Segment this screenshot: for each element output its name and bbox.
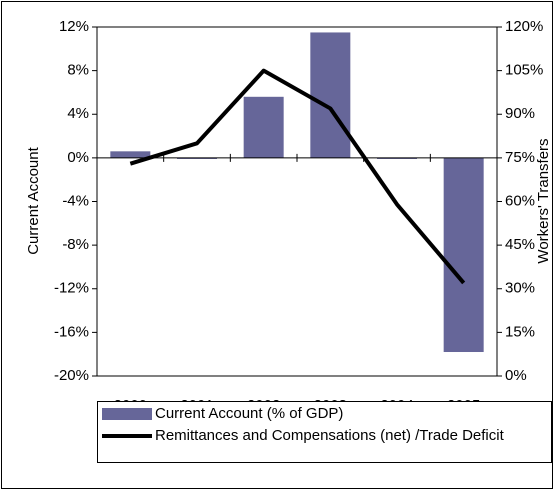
- bar: [243, 96, 284, 158]
- bar: [377, 157, 417, 159]
- y2-tick-label: 30%: [505, 280, 535, 297]
- y2-tick-label: 15%: [505, 323, 535, 340]
- y-tick-label: -16%: [54, 323, 89, 340]
- line: [129, 68, 466, 285]
- bar: [443, 157, 484, 353]
- y-tick-label: -8%: [62, 236, 89, 253]
- legend-swatch: [102, 408, 152, 420]
- y2-tick-label: 105%: [505, 62, 543, 79]
- y2-tick-label: 60%: [505, 192, 535, 209]
- bar: [110, 151, 151, 158]
- y2-tick-label: 90%: [505, 105, 535, 122]
- legend-label: Remittances and Compensations (net) /Tra…: [155, 427, 505, 444]
- y2-tick-label: 75%: [505, 149, 535, 166]
- y2-tick-label: 45%: [505, 236, 535, 253]
- y-axis-label: Current Account: [25, 146, 42, 254]
- bar: [177, 157, 217, 159]
- y2-axis-label: Workers' Transfers: [535, 138, 552, 263]
- legend-box: [97, 401, 552, 463]
- y2-tick-label: 120%: [505, 18, 543, 35]
- bar: [310, 32, 351, 158]
- y-tick-label: -12%: [54, 280, 89, 297]
- y-tick-label: -4%: [62, 192, 89, 209]
- y-tick-label: 12%: [59, 18, 89, 35]
- y-tick-label: 4%: [67, 105, 89, 122]
- y-tick-label: 8%: [67, 62, 89, 79]
- y2-tick-label: 0%: [505, 367, 527, 384]
- y-tick-label: -20%: [54, 367, 89, 384]
- y-tick-label: 0%: [67, 149, 89, 166]
- legend-label: Current Account (% of GDP): [155, 405, 343, 422]
